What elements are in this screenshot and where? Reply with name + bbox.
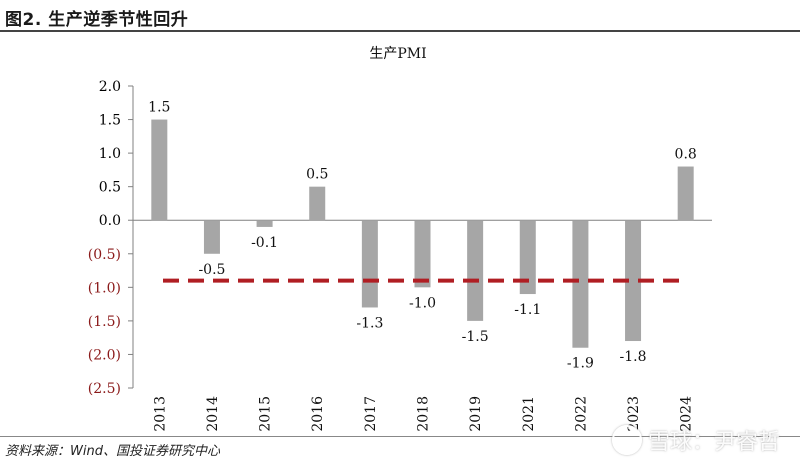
- x-tick-label: 2018: [416, 396, 432, 432]
- data-label: -0.1: [251, 235, 278, 251]
- x-tick-label: 2022: [573, 396, 589, 432]
- bar: [467, 220, 484, 321]
- bar: [519, 220, 536, 295]
- source-note: 资料来源：Wind、国投证券研究中心: [5, 444, 220, 459]
- y-tick-label: 0.0: [99, 213, 121, 229]
- figure-title: 图2. 生产逆季节性回升: [5, 10, 189, 30]
- data-label: -0.5: [198, 262, 225, 278]
- data-label: -1.1: [514, 302, 541, 318]
- data-label: -1.5: [462, 329, 489, 345]
- bar: [625, 220, 642, 342]
- y-tick-label: (0.5): [88, 247, 121, 263]
- x-tick-label: 2013: [152, 396, 168, 432]
- data-label: -1.3: [356, 315, 383, 331]
- watermark: 雪球：尹睿哲: [612, 422, 798, 458]
- bar: [256, 220, 273, 227]
- x-tick-label: 2019: [468, 396, 484, 432]
- y-tick-label: (1.0): [88, 280, 121, 296]
- bar: [677, 166, 694, 221]
- data-label: 1.5: [148, 100, 170, 116]
- x-tick-label: 2015: [258, 396, 274, 432]
- x-tick-label: 2024: [679, 396, 695, 432]
- y-tick-label: 2.0: [99, 79, 121, 95]
- bar-chart: 生产PMI 2.0 1.5 1.0 0.5 0.0 (0.5) (1.0) (1.5) (2.0)…: [88, 46, 712, 432]
- bar: [151, 119, 168, 221]
- footer-divider: [0, 436, 800, 437]
- x-tick-label: 2023: [626, 396, 642, 432]
- x-tick-label: 2017: [363, 396, 379, 432]
- bar: [572, 220, 589, 348]
- y-tick-label: 1.5: [99, 113, 121, 129]
- bar: [309, 186, 326, 221]
- header-divider: [0, 30, 800, 32]
- data-label: -1.9: [567, 356, 594, 372]
- figure-header: 图2. 生产逆季节性回升: [0, 0, 800, 32]
- data-label: 0.5: [306, 167, 328, 183]
- data-label: 0.8: [675, 147, 697, 163]
- y-tick-label: 1.0: [99, 146, 121, 162]
- x-tick-label: 2016: [310, 396, 326, 432]
- data-label: -1.0: [409, 295, 436, 311]
- y-tick-label: (2.0): [88, 347, 121, 363]
- bar: [361, 220, 378, 308]
- chart-title: 生产PMI: [369, 46, 426, 62]
- y-tick-label: 0.5: [99, 180, 121, 196]
- x-tick-label: 2021: [521, 396, 537, 432]
- bar: [203, 220, 220, 254]
- x-tick-label: 2014: [205, 396, 221, 432]
- bar: [414, 220, 431, 288]
- y-tick-label: (1.5): [88, 314, 121, 330]
- watermark-text: 雪球：尹睿哲: [648, 430, 781, 455]
- data-label: -1.8: [620, 349, 647, 365]
- snowball-logo-icon: [612, 425, 642, 455]
- y-tick-label: (2.5): [88, 381, 121, 397]
